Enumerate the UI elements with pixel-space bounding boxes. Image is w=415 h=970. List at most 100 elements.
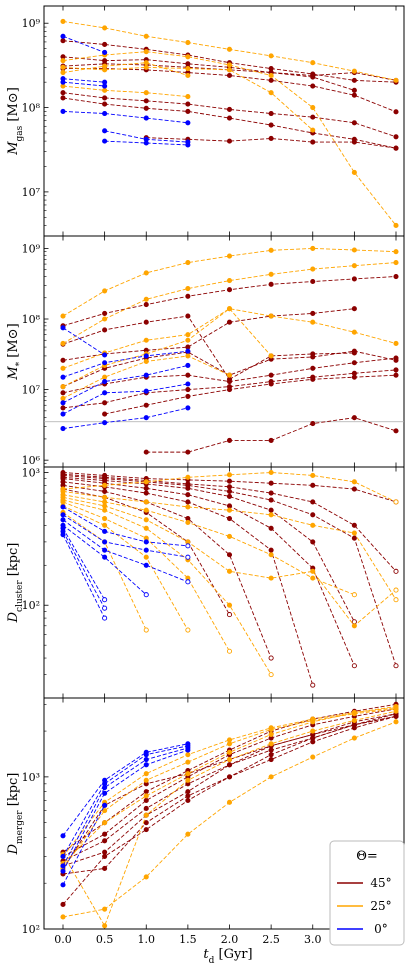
data-point (393, 713, 399, 719)
data-point (226, 138, 233, 144)
series-line (62, 476, 355, 623)
data-point (226, 612, 233, 618)
data-point (143, 762, 149, 768)
data-point (185, 752, 191, 758)
data-point (185, 108, 191, 114)
data-point (351, 717, 357, 723)
data-point (185, 759, 191, 765)
chart-panels: 10⁷ 10⁸ 10⁹ Mgas [M⊙] 10⁶ 10⁷ 10⁸ 10⁹ M* [M⊙] 10²… (6, 5, 405, 946)
data-point (60, 882, 66, 888)
data-point (351, 263, 357, 269)
data-point (185, 499, 191, 505)
data-point (351, 139, 357, 145)
data-point (310, 266, 316, 272)
data-point (268, 90, 274, 96)
data-point (60, 58, 66, 64)
data-point (268, 575, 274, 581)
data-point (60, 390, 66, 396)
data-point (268, 547, 274, 553)
data-point (268, 752, 274, 758)
data-point (102, 87, 108, 93)
data-point (143, 402, 149, 408)
series-line (62, 519, 189, 583)
series-line (62, 494, 355, 596)
data-point (268, 672, 274, 678)
y-tick-label: 10⁶ (22, 454, 41, 467)
data-point (143, 270, 149, 276)
data-point (185, 747, 191, 753)
data-point (102, 503, 108, 509)
data-point (393, 260, 399, 266)
series-line (62, 715, 397, 867)
data-point (185, 777, 191, 783)
series-line (62, 745, 188, 857)
data-point (226, 62, 233, 68)
data-point (393, 222, 399, 229)
data-point (185, 348, 191, 354)
data-point (351, 348, 357, 354)
data-point (102, 101, 108, 107)
data-point (143, 777, 149, 783)
data-point (102, 522, 108, 528)
data-point (226, 515, 233, 522)
series-line (62, 524, 147, 596)
x-axis-label: td [Gyr] (203, 947, 252, 966)
series-line (62, 499, 272, 675)
data-point (226, 287, 233, 293)
data-point (226, 378, 233, 385)
data-point (310, 512, 316, 518)
data-point (102, 494, 108, 500)
data-point (226, 756, 233, 763)
data-point (102, 420, 108, 426)
data-point (102, 539, 108, 545)
data-point (185, 485, 191, 491)
data-point (310, 319, 316, 325)
data-point (60, 340, 66, 347)
data-point (143, 140, 149, 146)
series-line (62, 383, 188, 415)
data-point (143, 789, 149, 795)
data-point (102, 849, 108, 855)
data-point (185, 286, 191, 292)
data-point (143, 372, 149, 378)
data-point (226, 749, 233, 755)
data-point (351, 306, 357, 312)
panel-M_gas: 10⁷ 10⁸ 10⁹ Mgas [M⊙] (6, 5, 405, 237)
data-point (393, 134, 399, 140)
data-point (143, 358, 149, 365)
x-tick-label: 2.5 (262, 933, 280, 946)
data-point (393, 340, 399, 347)
data-point (185, 344, 191, 350)
data-point (268, 525, 274, 531)
data-point (143, 771, 149, 777)
data-point (143, 517, 149, 523)
data-point (143, 90, 149, 96)
data-point (268, 247, 274, 253)
data-point (102, 808, 108, 814)
panel-M_star: 10⁶ 10⁷ 10⁸ 10⁹ M* [M⊙] (6, 235, 405, 468)
data-point (143, 752, 149, 758)
series-line (62, 743, 188, 837)
data-point (102, 906, 108, 912)
data-point (102, 360, 108, 366)
data-point (351, 530, 357, 536)
data-point (268, 77, 274, 83)
series-line (104, 140, 188, 146)
data-point (185, 579, 191, 585)
data-point (60, 384, 66, 390)
data-point (185, 492, 191, 498)
data-point (226, 319, 233, 325)
data-point (226, 799, 233, 805)
data-point (393, 587, 399, 593)
data-point (60, 400, 66, 406)
data-point (102, 63, 108, 69)
data-point (268, 110, 274, 117)
data-point (102, 316, 108, 322)
data-point (102, 554, 108, 560)
data-point (102, 515, 108, 522)
data-point (268, 655, 274, 661)
series-line (62, 707, 397, 857)
data-point (393, 77, 399, 83)
data-point (185, 543, 191, 549)
series-line (62, 63, 355, 91)
